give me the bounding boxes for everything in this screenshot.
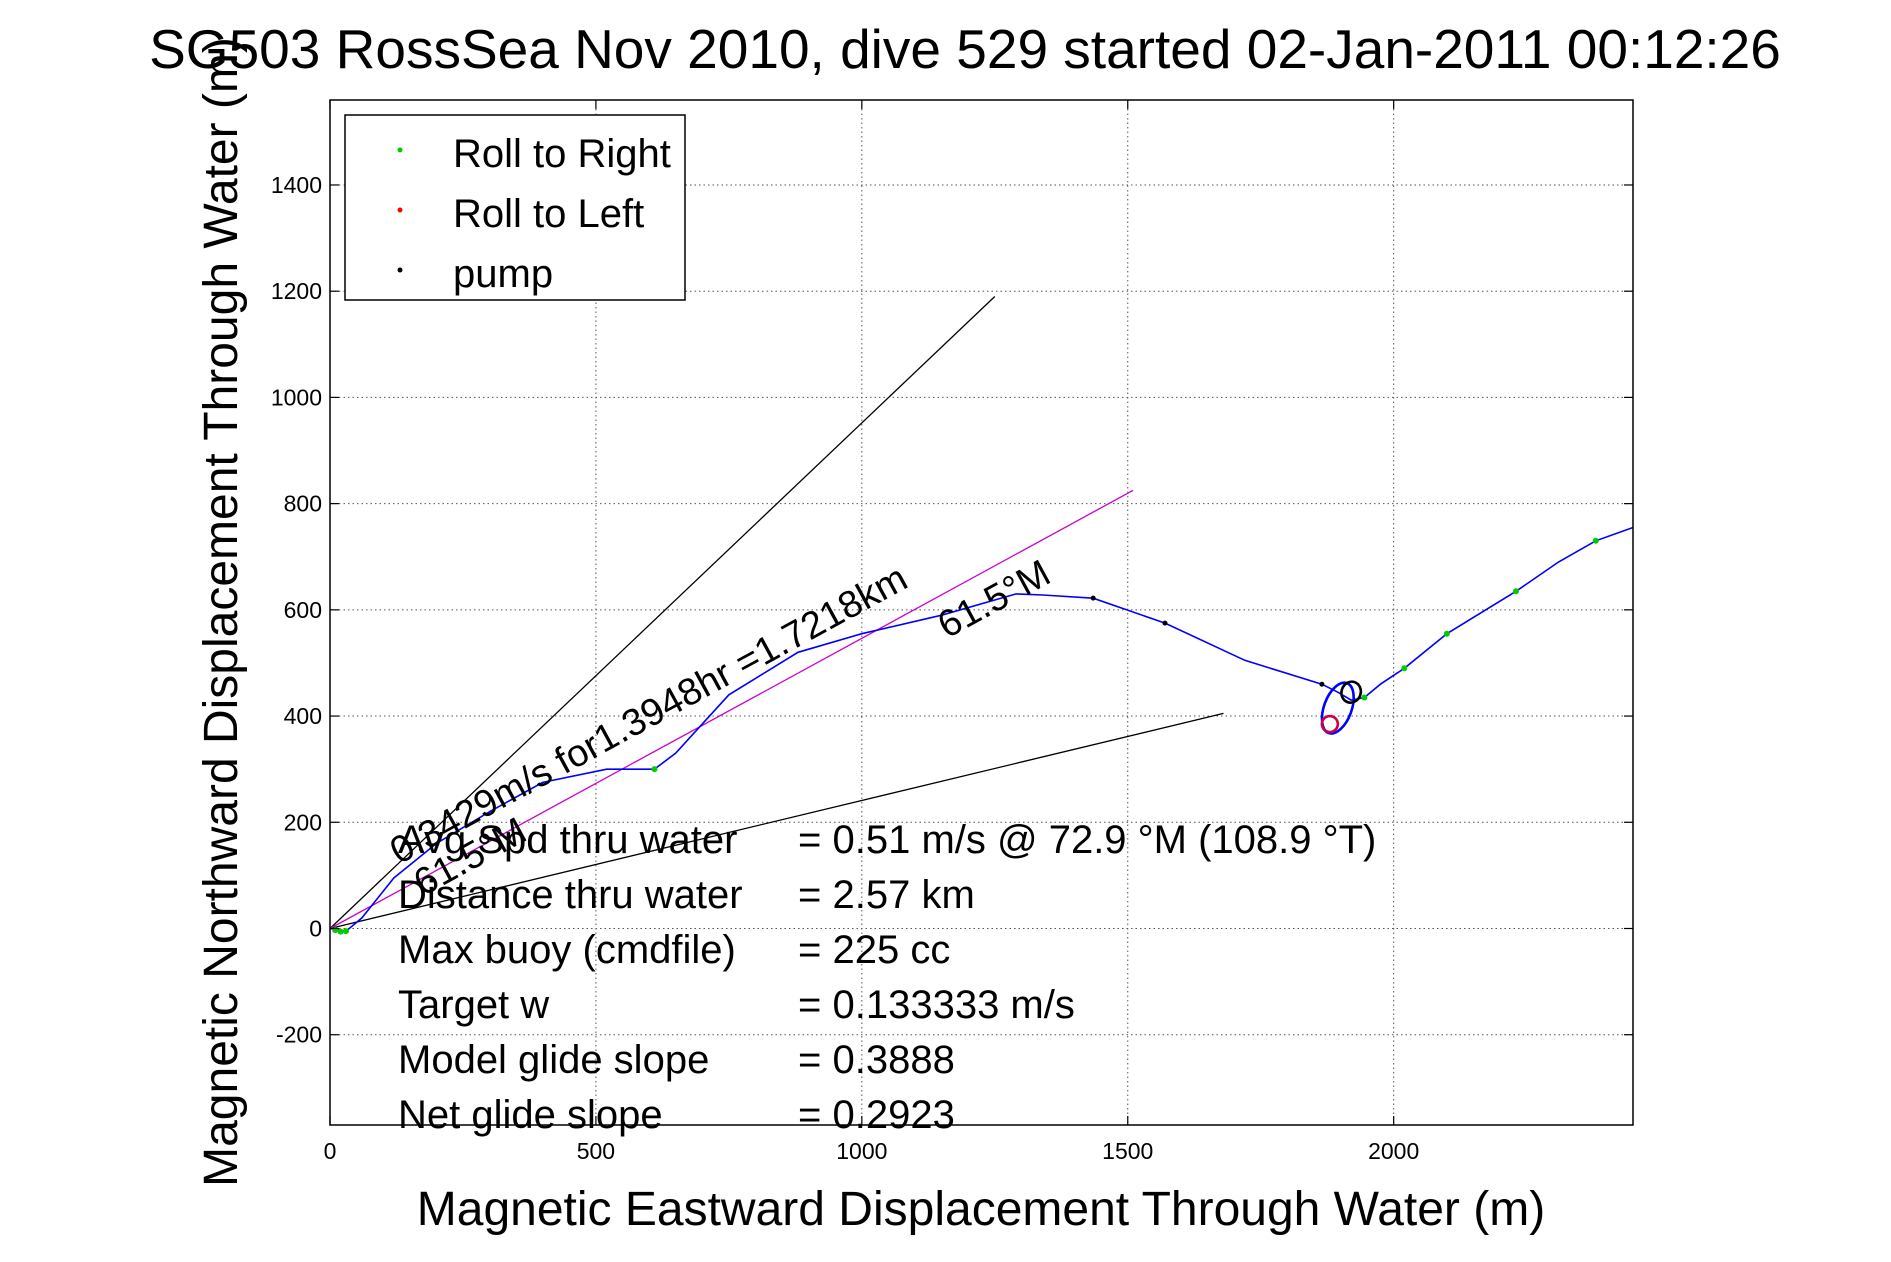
- roll-right-point: [651, 766, 658, 773]
- stat-label: Distance thru water: [398, 873, 743, 917]
- stat-value: = 2.57 km: [798, 873, 975, 917]
- stat-label: Model glide slope: [398, 1038, 709, 1082]
- x-tick-label: 1000: [836, 1138, 887, 1164]
- y-tick-label: 1400: [271, 172, 322, 198]
- series-layer: [329, 526, 1634, 935]
- legend-marker: [397, 147, 403, 153]
- stat-label: Target w: [398, 983, 549, 1027]
- y-tick-label: 1200: [271, 278, 322, 304]
- roll-right-point: [342, 928, 349, 935]
- stat-label: Avg Spd thru water: [398, 818, 737, 862]
- track-loop: [1320, 714, 1340, 734]
- roll-right-point: [1401, 665, 1408, 672]
- x-tick-label: 2000: [1368, 1138, 1419, 1164]
- stat-value: = 0.133333 m/s: [798, 983, 1075, 1027]
- x-axis-label: Magnetic Eastward Displacement Through W…: [417, 1183, 1545, 1236]
- y-tick-label: 800: [284, 491, 322, 517]
- legend-entry: Roll to Right: [453, 132, 671, 176]
- pump-point: [1162, 620, 1168, 626]
- legend-marker: [397, 267, 403, 273]
- y-tick-label: 200: [284, 809, 322, 835]
- stat-value: = 225 cc: [798, 928, 950, 972]
- x-tick-label: 500: [577, 1138, 615, 1164]
- y-tick-label: 1000: [271, 384, 322, 410]
- stat-label: Max buoy (cmdfile): [398, 928, 736, 972]
- y-tick-label: 400: [284, 703, 322, 729]
- stat-value: = 0.51 m/s @ 72.9 °M (108.9 °T): [798, 818, 1376, 862]
- pump-point: [1090, 595, 1096, 601]
- reference-line: [329, 712, 1224, 930]
- legend-entry: pump: [453, 252, 553, 296]
- x-tick-label: 0: [324, 1138, 337, 1164]
- legend-entry: Roll to Left: [453, 192, 644, 236]
- x-tick-label: 1500: [1102, 1138, 1153, 1164]
- reference-line: [329, 489, 1134, 930]
- y-axis-label: Magnetic Northward Displacement Through …: [195, 37, 248, 1187]
- reference-line: [329, 296, 996, 929]
- stat-label: Net glide slope: [398, 1093, 663, 1137]
- reference-lines: [329, 296, 1224, 930]
- axes-box: [329, 99, 1634, 1126]
- glider-track-line: [329, 526, 1634, 933]
- tick-layer: 0 500 1000 1500 2000 -200 0 200 400 600 800 1000 120…: [271, 100, 1633, 1164]
- roll-right-point: [1512, 588, 1519, 595]
- stats-layer: Avg Spd thru water = 0.51 m/s @ 72.9 °M (…: [398, 818, 1376, 1137]
- roll-right-point: [337, 928, 344, 935]
- roll-right-point: [1443, 630, 1450, 637]
- stat-value: = 0.2923: [798, 1093, 955, 1137]
- track-loop: [1340, 680, 1363, 704]
- roll-right-point: [1361, 694, 1368, 701]
- legend-marker: [397, 207, 403, 213]
- y-tick-label: 0: [309, 915, 322, 941]
- chart-title: SG503 RossSea Nov 2010, dive 529 started…: [149, 18, 1781, 80]
- y-tick-label: -200: [276, 1022, 322, 1048]
- pump-point: [1319, 681, 1325, 687]
- stat-value: = 0.3888: [798, 1038, 955, 1082]
- legend: Roll to Right Roll to Left pump: [344, 114, 686, 301]
- y-tick-label: 600: [284, 597, 322, 623]
- roll-right-point: [1592, 537, 1599, 544]
